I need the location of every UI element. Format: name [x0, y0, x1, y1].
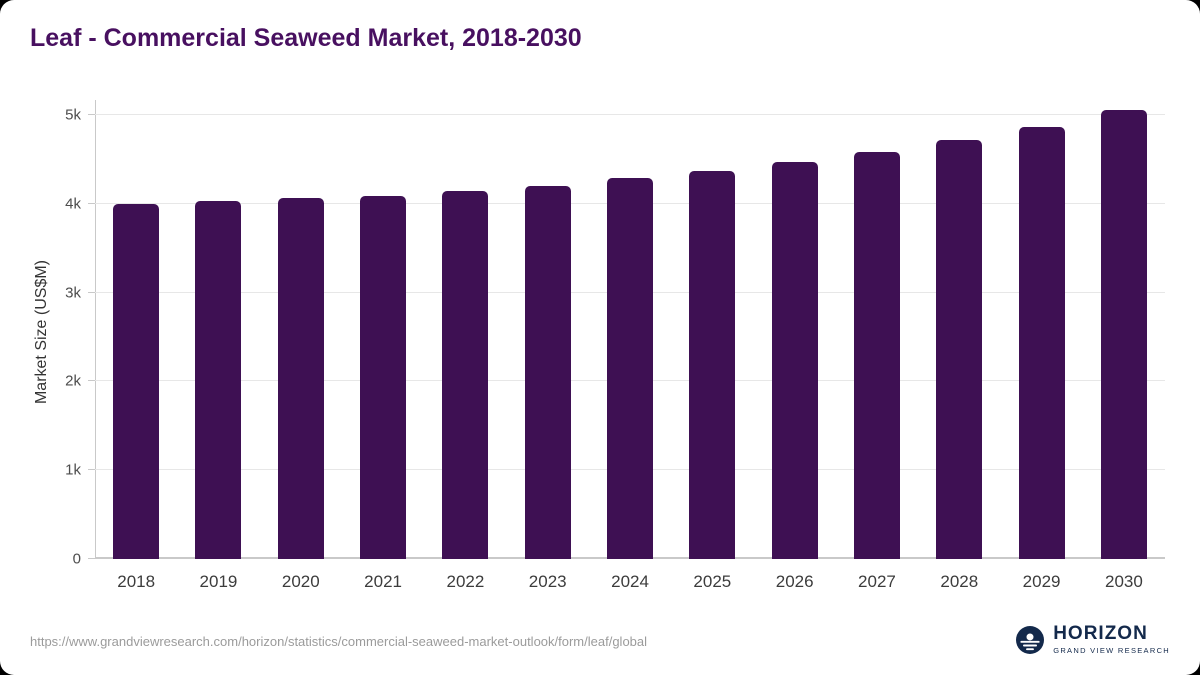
y-tick-label-1k: 1k: [65, 461, 81, 479]
bar-slot-2019: [177, 100, 259, 559]
bar-slot-2030: [1083, 100, 1165, 559]
plot-area: 0 1k 2k 3k 4k 5k: [65, 100, 1165, 568]
x-tick-label-2025: 2025: [693, 572, 732, 591]
bar-slot-2029: [1000, 100, 1082, 559]
y-tick-mark-5k: [88, 114, 95, 115]
bar-2023: [524, 186, 571, 559]
source-url: https://www.grandviewresearch.com/horizo…: [30, 634, 648, 649]
y-tick-label-3k: 3k: [65, 284, 81, 302]
logo-name: HORIZON: [1053, 623, 1148, 644]
x-tick-label-2022: 2022: [446, 572, 485, 591]
bar-2025: [689, 170, 736, 559]
x-tick-label-2021: 2021: [364, 572, 402, 591]
x-tick-label-2024: 2024: [611, 572, 649, 591]
bar-2020: [277, 198, 324, 559]
y-tick-label-2k: 2k: [65, 372, 81, 390]
bar-2019: [195, 201, 242, 559]
bar-slot-2028: [918, 100, 1000, 559]
bar-slot-2018: [95, 100, 177, 559]
logo-text: HORIZON GRAND VIEW RESEARCH: [1053, 624, 1170, 655]
x-tick-label-2029: 2029: [1022, 572, 1061, 591]
bar-2022: [442, 191, 489, 559]
x-axis-labels: 2018 2019 2020 2021 2022 2023 2024 2025 2026 2027…: [95, 572, 1165, 592]
bar-slot-2021: [342, 100, 424, 559]
bar-2027: [853, 152, 900, 559]
chart-title: Leaf - Commercial Seaweed Market, 2018-2…: [30, 24, 582, 52]
brand-logo: HORIZON GRAND VIEW RESEARCH: [1016, 624, 1170, 655]
bar-slot-2027: [836, 100, 918, 559]
x-tick-label-2019: 2019: [199, 572, 238, 591]
bar-2018: [113, 203, 160, 559]
y-tick-label-4k: 4k: [65, 195, 81, 213]
y-tick-mark-4k: [88, 202, 95, 204]
x-tick-label-2018: 2018: [117, 572, 156, 591]
y-tick-label-5k: 5k: [65, 106, 81, 124]
x-tick-label-2027: 2027: [858, 572, 896, 591]
bar-2024: [607, 178, 654, 559]
bar-slot-2024: [589, 100, 671, 559]
x-tick-label-2030: 2030: [1104, 572, 1143, 591]
bar-slot-2023: [507, 100, 589, 559]
bars-row: [95, 100, 1165, 559]
x-tick-label-2026: 2026: [775, 572, 814, 591]
bar-slot-2022: [424, 100, 506, 559]
x-tick-label-2020: 2020: [281, 572, 320, 591]
gridline-5k: [95, 114, 1165, 115]
bar-slot-2025: [671, 100, 753, 559]
bar-slot-2020: [260, 100, 342, 559]
horizon-logo-icon: [1016, 625, 1045, 654]
bar-2030: [1100, 109, 1147, 559]
y-tick-label-0: 0: [72, 550, 81, 568]
x-tick-label-2023: 2023: [528, 572, 567, 591]
bar-2029: [1018, 126, 1065, 559]
bar-slot-2026: [754, 100, 836, 559]
logo-subtext: GRAND VIEW RESEARCH: [1053, 646, 1170, 655]
bar-2021: [360, 195, 407, 559]
y-axis-line: [95, 100, 96, 559]
bar-2026: [771, 162, 818, 559]
y-tick-mark-3k: [88, 291, 95, 293]
x-tick-label-2028: 2028: [940, 572, 979, 591]
y-tick-mark-1k: [88, 469, 95, 471]
y-tick-mark-2k: [88, 380, 95, 382]
y-axis-title: Market Size (US$M): [33, 259, 50, 405]
bar-2028: [936, 139, 983, 559]
y-tick-mark-0: [88, 558, 95, 559]
